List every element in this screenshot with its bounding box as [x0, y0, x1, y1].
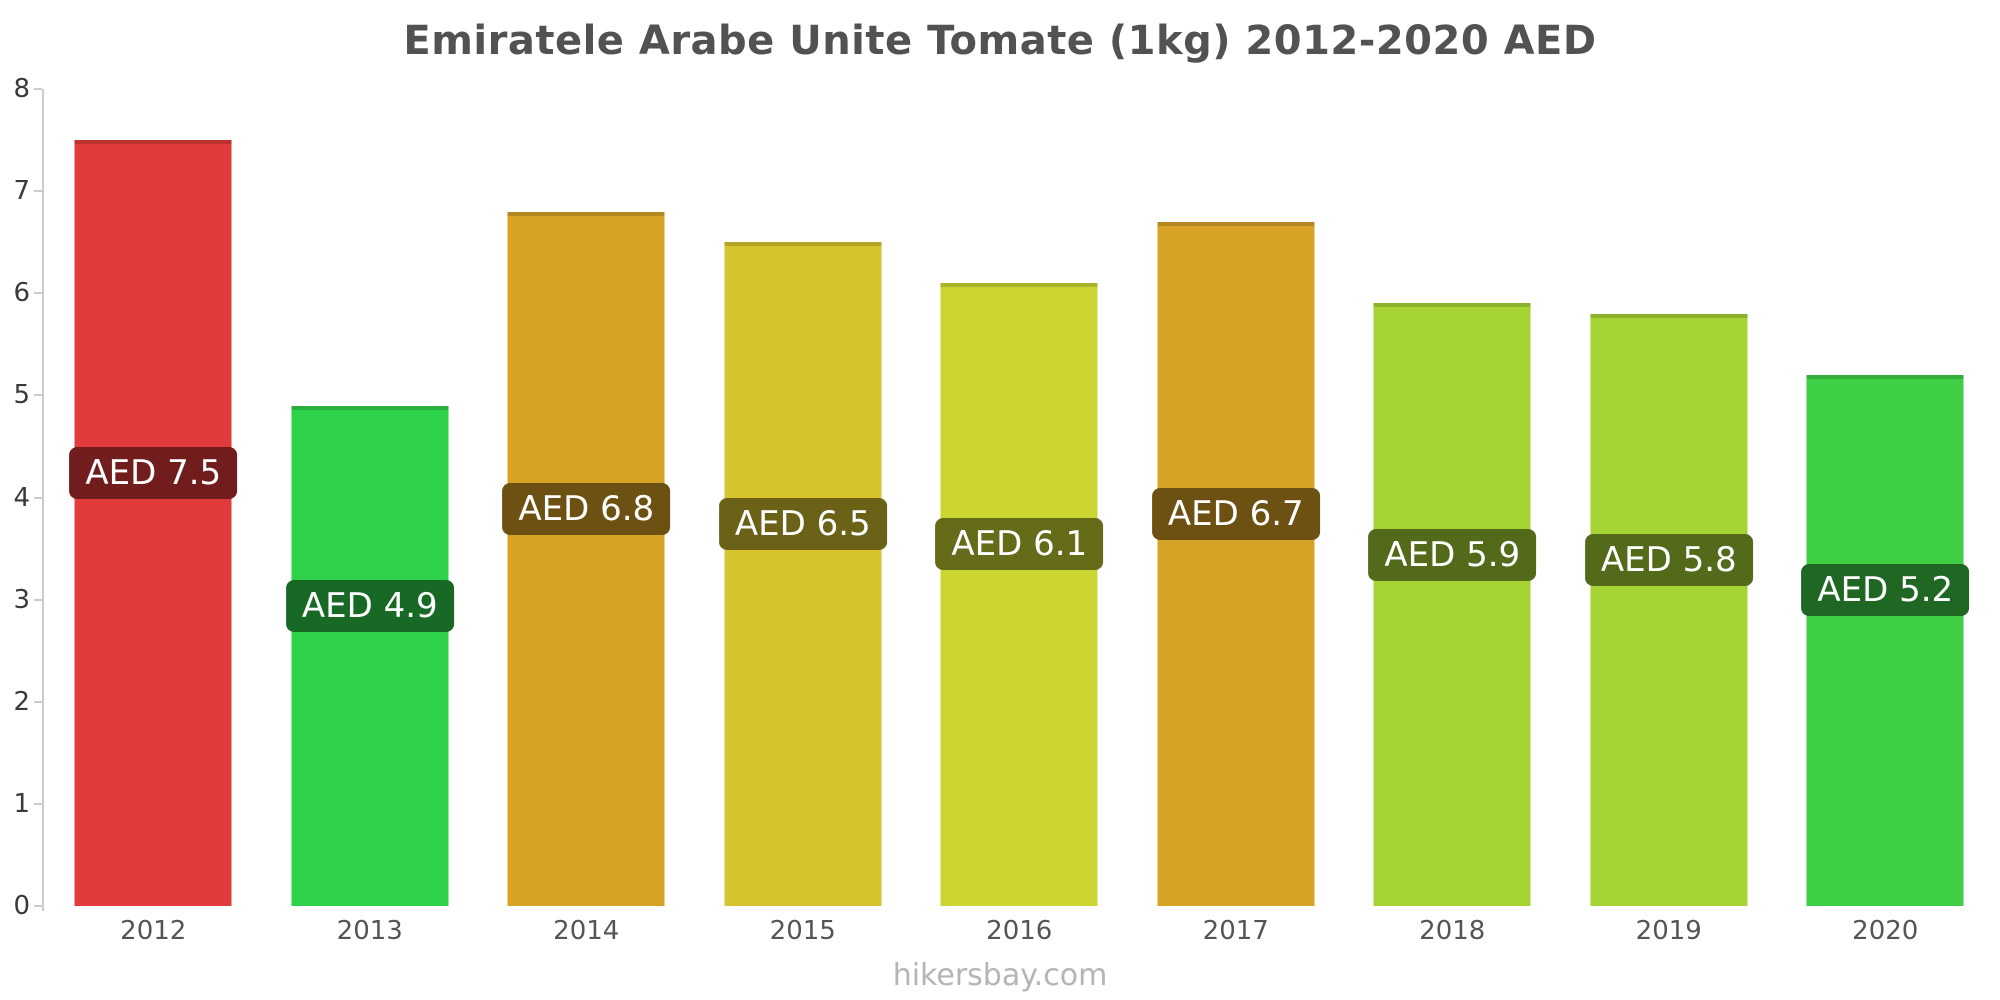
y-axis-tick-mark — [34, 802, 42, 805]
category-band-2014: AED 6.8 2014 — [478, 0, 695, 1000]
y-axis-tick-label: 1 — [13, 788, 30, 819]
bar-2018 — [1373, 303, 1531, 906]
y-axis-tick-mark — [34, 88, 42, 90]
bar-value-label-2015: AED 6.5 — [718, 498, 887, 551]
y-axis-tick-mark — [34, 700, 42, 703]
y-axis-tick-label: 4 — [13, 482, 30, 513]
y-axis-tick-label: 7 — [13, 176, 30, 207]
x-tick-label-2012: 2012 — [120, 916, 187, 946]
bar-value-label-2019: AED 5.8 — [1584, 533, 1753, 586]
y-axis-tick-mark — [34, 292, 42, 295]
category-band-2020: AED 5.2 2020 — [1777, 0, 1994, 1000]
y-axis-tick-label: 0 — [13, 891, 30, 921]
bar-2014 — [507, 211, 665, 906]
y-axis-tick-mark — [34, 394, 42, 397]
bar-2016 — [940, 283, 1098, 906]
y-axis-tick-mark — [34, 190, 42, 193]
category-band-2019: AED 5.8 2019 — [1561, 0, 1778, 1000]
x-tick-label-2020: 2020 — [1852, 916, 1919, 946]
chart-title: Emiratele Arabe Unite Tomate (1kg) 2012-… — [403, 18, 1597, 64]
category-band-2016: AED 6.1 2016 — [911, 0, 1128, 1000]
y-axis-line — [42, 89, 44, 911]
y-axis-tick-mark — [34, 905, 42, 907]
y-axis-tick-label: 8 — [13, 74, 30, 104]
category-band-2017: AED 6.7 2017 — [1128, 0, 1345, 1000]
x-tick-label-2014: 2014 — [553, 916, 620, 946]
x-tick-label-2018: 2018 — [1419, 916, 1486, 946]
x-tick-label-2017: 2017 — [1202, 916, 1269, 946]
bar-2017 — [1157, 221, 1315, 906]
bar-2012 — [74, 140, 232, 906]
category-band-2012: AED 7.5 2012 — [45, 0, 262, 1000]
bar-value-label-2018: AED 5.9 — [1368, 528, 1537, 581]
x-tick-label-2016: 2016 — [986, 916, 1053, 946]
category-band-2013: AED 4.9 2013 — [262, 0, 479, 1000]
y-axis-tick-label: 2 — [13, 686, 30, 717]
category-band-2018: AED 5.9 2018 — [1344, 0, 1561, 1000]
x-tick-label-2015: 2015 — [769, 916, 836, 946]
bar-2015 — [724, 242, 882, 906]
bar-value-label-2012: AED 7.5 — [69, 447, 238, 499]
bar-value-label-2020: AED 5.2 — [1801, 564, 1970, 617]
category-band-2015: AED 6.5 2015 — [695, 0, 912, 1000]
x-tick-label-2019: 2019 — [1635, 916, 1702, 946]
y-axis-tick-label: 6 — [13, 278, 30, 309]
bar-value-label-2016: AED 6.1 — [935, 518, 1104, 571]
bar-value-label-2014: AED 6.8 — [502, 482, 671, 535]
y-axis-tick-mark — [34, 496, 42, 499]
x-tick-label-2013: 2013 — [336, 916, 403, 946]
bar-value-label-2013: AED 4.9 — [285, 579, 454, 632]
y-axis-tick-mark — [34, 598, 42, 601]
bar-2019 — [1590, 313, 1748, 906]
bar-value-label-2017: AED 6.7 — [1151, 487, 1320, 540]
footer-credit: hikersbay.com — [892, 958, 1108, 993]
y-axis-tick-label: 3 — [13, 584, 30, 615]
bar-2013 — [291, 405, 449, 906]
y-axis-tick-label: 5 — [13, 380, 30, 411]
bar-2020 — [1806, 374, 1964, 906]
